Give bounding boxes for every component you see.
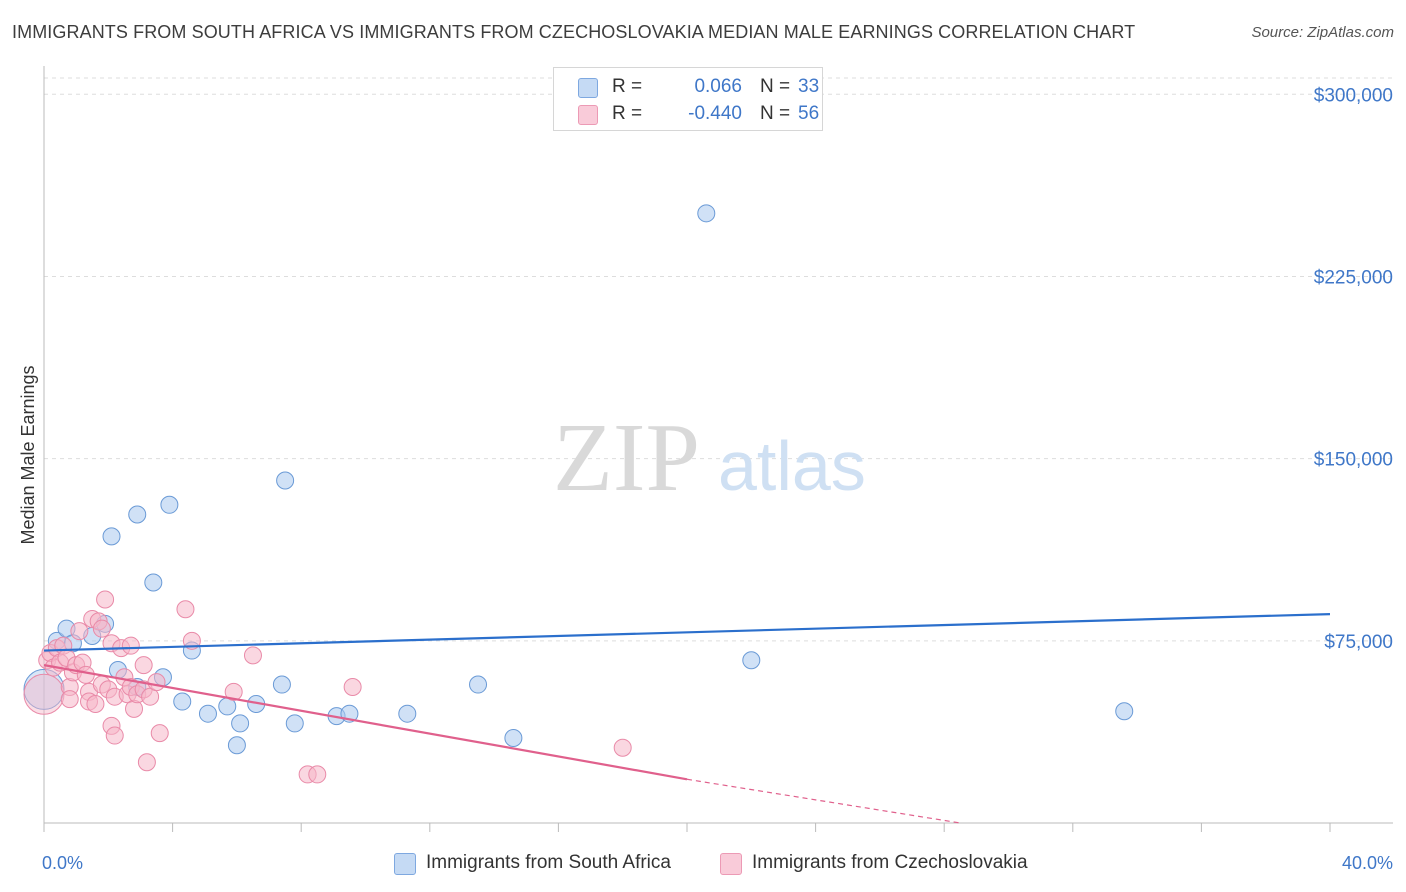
point-south-africa — [128, 505, 147, 524]
legend-label-south-africa: Immigrants from South Africa — [426, 852, 671, 873]
legend-swatch-pink — [720, 853, 742, 875]
point-czechoslovakia — [147, 673, 166, 692]
correlation-legend: R = 0.066 N = 33 R = -0.440 N = 56 — [553, 67, 823, 131]
point-czechoslovakia — [23, 673, 65, 715]
legend-r-value: 0.066 — [694, 76, 742, 97]
trend-line-south-africa — [43, 613, 1331, 652]
point-czechoslovakia — [343, 677, 362, 696]
source-credit: Source: ZipAtlas.com — [1251, 24, 1394, 41]
y-axis-label: Median Male Earnings — [18, 365, 38, 544]
point-czechoslovakia — [613, 738, 632, 757]
point-czechoslovakia — [105, 726, 124, 745]
point-south-africa — [697, 204, 716, 223]
legend-swatch-blue — [578, 78, 598, 98]
point-south-africa — [1115, 702, 1134, 721]
y-tick-label: $150,000 — [1314, 450, 1393, 471]
point-south-africa — [469, 675, 488, 694]
legend-n-value: 33 — [798, 76, 820, 97]
gridlines — [44, 77, 1393, 642]
point-czechoslovakia — [243, 646, 262, 665]
point-czechoslovakia — [96, 590, 115, 609]
y-tick-label: $225,000 — [1314, 267, 1393, 288]
point-south-africa — [398, 704, 417, 723]
point-czechoslovakia — [86, 694, 105, 713]
axes — [43, 66, 1393, 832]
point-south-africa — [173, 692, 192, 711]
watermark-zip: ZIP — [553, 404, 700, 512]
point-south-africa — [102, 527, 121, 546]
point-czechoslovakia — [176, 600, 195, 619]
point-czechoslovakia — [70, 622, 89, 641]
point-czechoslovakia — [134, 656, 153, 675]
point-czechoslovakia — [125, 699, 144, 718]
legend-n-value: 56 — [798, 103, 820, 124]
legend-swatch-pink — [578, 105, 598, 125]
point-south-africa — [160, 495, 179, 514]
point-czechoslovakia — [137, 753, 156, 772]
point-south-africa — [198, 704, 217, 723]
point-south-africa — [231, 714, 250, 733]
chart-title: IMMIGRANTS FROM SOUTH AFRICA VS IMMIGRAN… — [12, 22, 1136, 42]
point-czechoslovakia — [121, 636, 140, 655]
watermark-atlas: atlas — [718, 427, 866, 505]
y-tick-label: $75,000 — [1324, 632, 1393, 653]
y-tick-label: $300,000 — [1314, 85, 1393, 106]
point-czechoslovakia — [150, 724, 169, 743]
trend-line-czechoslovakia — [43, 664, 688, 781]
point-czechoslovakia — [182, 631, 201, 650]
point-south-africa — [144, 573, 163, 592]
point-czechoslovakia — [224, 682, 243, 701]
legend-r-label: R = — [612, 103, 643, 124]
legend-label-czechoslovakia: Immigrants from Czechoslovakia — [752, 852, 1028, 873]
trend-lines — [43, 613, 1331, 824]
point-south-africa — [272, 675, 291, 694]
legend-n-label: N = — [760, 103, 791, 124]
point-czechoslovakia — [60, 690, 79, 709]
x-tick-label-left: 0.0% — [42, 853, 83, 873]
point-czechoslovakia — [92, 619, 111, 638]
point-south-africa — [227, 736, 246, 755]
trend-line-czechoslovakia-extrapolated — [686, 778, 961, 824]
point-czechoslovakia — [76, 665, 95, 684]
legend-n-label: N = — [760, 76, 791, 97]
point-south-africa — [504, 728, 523, 747]
point-south-africa — [285, 714, 304, 733]
legend-r-label: R = — [612, 76, 643, 97]
x-tick-label-right: 40.0% — [1342, 853, 1393, 873]
legend-swatch-blue — [394, 853, 416, 875]
y-tick-labels: $75,000 $150,000 $225,000 $300,000 — [1314, 85, 1393, 653]
legend-r-value: -0.440 — [688, 103, 742, 124]
point-south-africa — [276, 471, 295, 490]
point-czechoslovakia — [308, 765, 327, 784]
point-south-africa — [742, 651, 761, 670]
data-points — [23, 204, 1134, 784]
